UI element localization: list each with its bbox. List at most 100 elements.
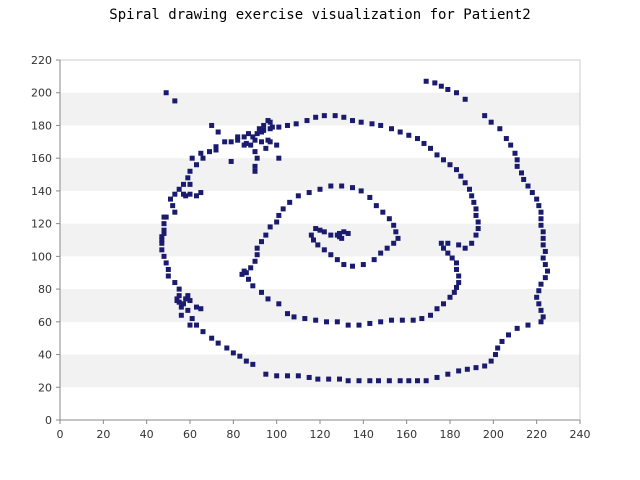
data-point bbox=[200, 329, 206, 335]
data-point bbox=[181, 301, 186, 307]
data-point bbox=[410, 317, 416, 323]
data-point bbox=[369, 121, 375, 127]
data-point bbox=[295, 193, 301, 199]
data-point bbox=[259, 129, 264, 135]
data-point bbox=[295, 373, 301, 379]
data-point bbox=[538, 222, 544, 228]
data-point bbox=[207, 149, 212, 155]
data-point bbox=[339, 235, 345, 241]
data-point bbox=[438, 240, 444, 246]
data-point bbox=[194, 162, 199, 168]
data-point bbox=[542, 275, 548, 281]
data-point bbox=[447, 162, 453, 168]
y-tick-label: 140 bbox=[31, 185, 52, 198]
data-point bbox=[367, 378, 373, 384]
data-point bbox=[185, 175, 191, 181]
data-point bbox=[254, 155, 260, 161]
data-point bbox=[538, 319, 544, 325]
data-point bbox=[302, 316, 308, 322]
data-point bbox=[367, 194, 373, 200]
data-point bbox=[293, 121, 299, 127]
data-point bbox=[456, 242, 462, 248]
data-point bbox=[428, 312, 433, 318]
data-point bbox=[441, 245, 446, 251]
y-tick-label: 100 bbox=[31, 250, 52, 263]
data-point bbox=[406, 378, 412, 384]
x-tick-label: 220 bbox=[526, 428, 547, 441]
data-point bbox=[222, 139, 228, 145]
data-point bbox=[542, 248, 548, 254]
data-point bbox=[165, 273, 171, 279]
y-tick-label: 160 bbox=[31, 152, 52, 165]
data-point bbox=[274, 142, 280, 148]
data-point bbox=[172, 98, 178, 104]
data-point bbox=[445, 250, 451, 256]
data-point bbox=[441, 301, 446, 307]
x-tick-label: 120 bbox=[310, 428, 331, 441]
data-point bbox=[252, 258, 258, 264]
data-point bbox=[456, 280, 462, 286]
data-point bbox=[252, 149, 258, 155]
data-point bbox=[324, 319, 329, 325]
data-point bbox=[393, 229, 399, 235]
data-point bbox=[334, 257, 340, 263]
data-point bbox=[317, 227, 323, 233]
data-point bbox=[540, 314, 546, 320]
data-point bbox=[165, 266, 171, 272]
data-point bbox=[259, 139, 264, 145]
data-point bbox=[161, 221, 167, 227]
data-point bbox=[339, 183, 345, 189]
data-point bbox=[542, 262, 548, 268]
data-point bbox=[356, 378, 362, 384]
data-point bbox=[313, 226, 319, 232]
data-point bbox=[373, 203, 379, 209]
data-point bbox=[391, 222, 397, 228]
data-point bbox=[499, 338, 505, 344]
data-point bbox=[178, 312, 184, 318]
data-point bbox=[285, 311, 290, 317]
data-point bbox=[274, 373, 280, 379]
data-point bbox=[252, 137, 258, 143]
data-point bbox=[488, 119, 494, 125]
data-point bbox=[254, 252, 260, 258]
data-point bbox=[213, 144, 219, 150]
data-point bbox=[159, 240, 165, 246]
data-point bbox=[261, 122, 267, 128]
data-point bbox=[514, 163, 520, 169]
data-point bbox=[434, 152, 440, 158]
data-point bbox=[488, 358, 494, 364]
data-point bbox=[241, 142, 247, 148]
data-point bbox=[306, 190, 312, 196]
data-point bbox=[250, 361, 256, 367]
data-point bbox=[161, 230, 167, 236]
data-point bbox=[285, 373, 290, 379]
data-point bbox=[321, 113, 327, 119]
data-point bbox=[189, 316, 195, 322]
data-point bbox=[263, 232, 269, 238]
data-point bbox=[209, 335, 215, 341]
data-point bbox=[456, 273, 462, 279]
x-tick-label: 100 bbox=[266, 428, 287, 441]
data-point bbox=[194, 193, 199, 199]
data-point bbox=[415, 378, 420, 384]
x-tick-label: 160 bbox=[396, 428, 417, 441]
data-point bbox=[213, 147, 219, 153]
x-tick-label: 40 bbox=[140, 428, 154, 441]
data-point bbox=[350, 185, 355, 191]
data-point bbox=[545, 268, 550, 274]
data-point bbox=[256, 126, 262, 132]
y-tick-label: 20 bbox=[38, 381, 52, 394]
grid-band bbox=[60, 92, 580, 126]
data-point bbox=[176, 186, 182, 192]
y-tick-label: 200 bbox=[31, 87, 52, 100]
data-point bbox=[252, 168, 258, 174]
data-point bbox=[445, 86, 451, 92]
data-point bbox=[306, 374, 312, 380]
data-point bbox=[209, 122, 215, 128]
data-point bbox=[237, 353, 243, 359]
data-point bbox=[380, 209, 386, 215]
data-point bbox=[250, 134, 256, 140]
data-point bbox=[445, 240, 451, 246]
data-point bbox=[538, 307, 544, 313]
data-point bbox=[536, 301, 542, 307]
